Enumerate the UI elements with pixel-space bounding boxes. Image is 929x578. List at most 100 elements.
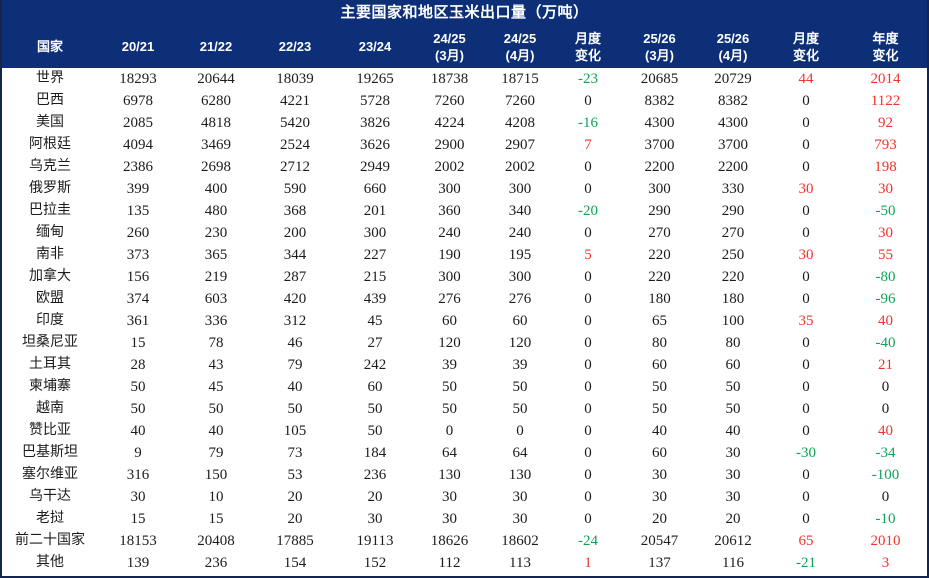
value-cell: 50 (652, 379, 667, 395)
value-cell: 30 (725, 445, 741, 461)
value-cell: 35 (798, 313, 814, 329)
value-cell: 17885 (276, 533, 314, 549)
value-cell: 4221 (280, 93, 310, 109)
value-cell: 100 (721, 313, 745, 329)
value-cell: 30 (725, 489, 741, 505)
value-cell: 344 (283, 247, 307, 263)
value-cell: 3700 (644, 137, 675, 153)
value-cell: 0 (584, 511, 592, 527)
value-cell: -10 (875, 511, 896, 527)
value-cell: 198 (874, 159, 897, 175)
value-cell: 44 (798, 71, 814, 87)
value-cell: 300 (438, 269, 461, 285)
value-cell: 230 (204, 225, 228, 241)
country-cell: 老挝 (36, 511, 64, 526)
value-cell: 4300 (644, 115, 675, 131)
table-row: 世界 18293 20644 18039 19265 18738 18715 -23 20685… (2, 68, 927, 90)
value-cell: 2002 (434, 159, 465, 175)
value-cell: 400 (204, 181, 228, 197)
value-cell: 2002 (505, 159, 535, 175)
header-row: 国家 20/21 21/22 22/23 23/24 24/25 (3月) 24/25 (4月)… (2, 25, 927, 68)
value-cell: 0 (802, 203, 810, 219)
value-cell: 0 (584, 401, 592, 417)
country-cell: 越南 (36, 401, 64, 416)
value-cell: 374 (126, 291, 150, 307)
value-cell: 9 (134, 445, 142, 461)
value-cell: 373 (126, 247, 150, 263)
value-cell: 793 (874, 137, 897, 153)
value-cell: 27 (367, 335, 383, 351)
value-cell: 336 (204, 313, 228, 329)
value-cell: 276 (508, 291, 532, 307)
value-cell: 1122 (870, 93, 901, 109)
value-cell: 300 (508, 269, 532, 285)
value-cell: 0 (584, 291, 592, 307)
value-cell: 55 (878, 247, 893, 263)
value-cell: 65 (652, 313, 667, 329)
value-cell: 0 (584, 467, 592, 483)
value-cell: 0 (802, 137, 810, 153)
value-cell: 50 (130, 401, 146, 417)
value-cell: 0 (802, 511, 810, 527)
column-header: 国家 (36, 39, 63, 54)
country-cell: 巴基斯坦 (22, 445, 78, 460)
value-cell: -80 (875, 269, 896, 285)
value-cell: 215 (363, 269, 387, 285)
value-cell: 0 (802, 357, 810, 373)
country-cell: 南非 (36, 247, 64, 262)
value-cell: 0 (584, 225, 592, 241)
value-cell: 53 (287, 467, 303, 483)
value-cell: 0 (584, 357, 592, 373)
value-cell: 60 (652, 445, 667, 461)
table-row: 赞比亚 40 40 105 50 0 0 0 40 40 0 40 (2, 420, 927, 442)
value-cell: 73 (287, 445, 303, 461)
table-row: 俄罗斯 399 400 590 660 300 300 0 300 330 30 30 (2, 178, 927, 200)
table-row: 乌克兰 2386 2698 2712 2949 2002 2002 0 2200 2200 0 198 (2, 156, 927, 178)
value-cell: 50 (512, 401, 528, 417)
value-cell: 180 (648, 291, 671, 307)
country-cell: 赞比亚 (29, 423, 71, 438)
value-cell: 152 (363, 555, 387, 571)
value-cell: 112 (438, 555, 461, 571)
value-cell: 2386 (123, 159, 153, 175)
value-cell: -21 (796, 555, 816, 571)
value-cell: 64 (512, 445, 528, 461)
value-cell: 0 (584, 181, 592, 197)
value-cell: 39 (512, 357, 528, 373)
value-cell: 30 (652, 467, 667, 483)
value-cell: 0 (802, 423, 810, 439)
table-row: 加拿大 156 219 287 215 300 300 0 220 220 0 -80 (2, 266, 927, 288)
value-cell: 2900 (434, 137, 465, 153)
country-cell: 俄罗斯 (29, 181, 71, 196)
value-cell: -24 (578, 533, 598, 549)
value-cell: 590 (283, 181, 307, 197)
value-cell: 40 (725, 423, 741, 439)
value-cell: 120 (438, 335, 461, 351)
column-header: 23/24 (358, 39, 392, 54)
column-header: 24/25 (3月) (433, 30, 466, 63)
value-cell: 18626 (430, 533, 469, 549)
value-cell: 0 (584, 335, 592, 351)
value-cell: 360 (438, 203, 461, 219)
value-cell: 0 (802, 401, 810, 417)
value-cell: -20 (578, 203, 598, 219)
value-cell: 300 (438, 181, 461, 197)
value-cell: 50 (725, 379, 741, 395)
value-cell: 2907 (505, 137, 535, 153)
value-cell: 0 (802, 93, 810, 109)
value-cell: 260 (126, 225, 150, 241)
value-cell: 116 (722, 555, 744, 571)
table-row: 欧盟 374 603 420 439 276 276 0 180 180 0 -96 (2, 288, 927, 310)
value-cell: 18293 (119, 71, 157, 87)
table-row: 印度 361 336 312 45 60 60 0 65 100 35 40 (2, 310, 927, 332)
value-cell: 340 (508, 203, 532, 219)
value-cell: 156 (126, 269, 150, 285)
value-cell: 80 (652, 335, 667, 351)
value-cell: 439 (363, 291, 387, 307)
country-cell: 世界 (36, 71, 64, 86)
value-cell: 20547 (640, 533, 679, 549)
value-cell: 0 (516, 423, 524, 439)
table-row: 土耳其 28 43 79 242 39 39 0 60 60 0 21 (2, 354, 927, 376)
value-cell: 60 (652, 357, 667, 373)
value-cell: 3626 (360, 137, 390, 153)
